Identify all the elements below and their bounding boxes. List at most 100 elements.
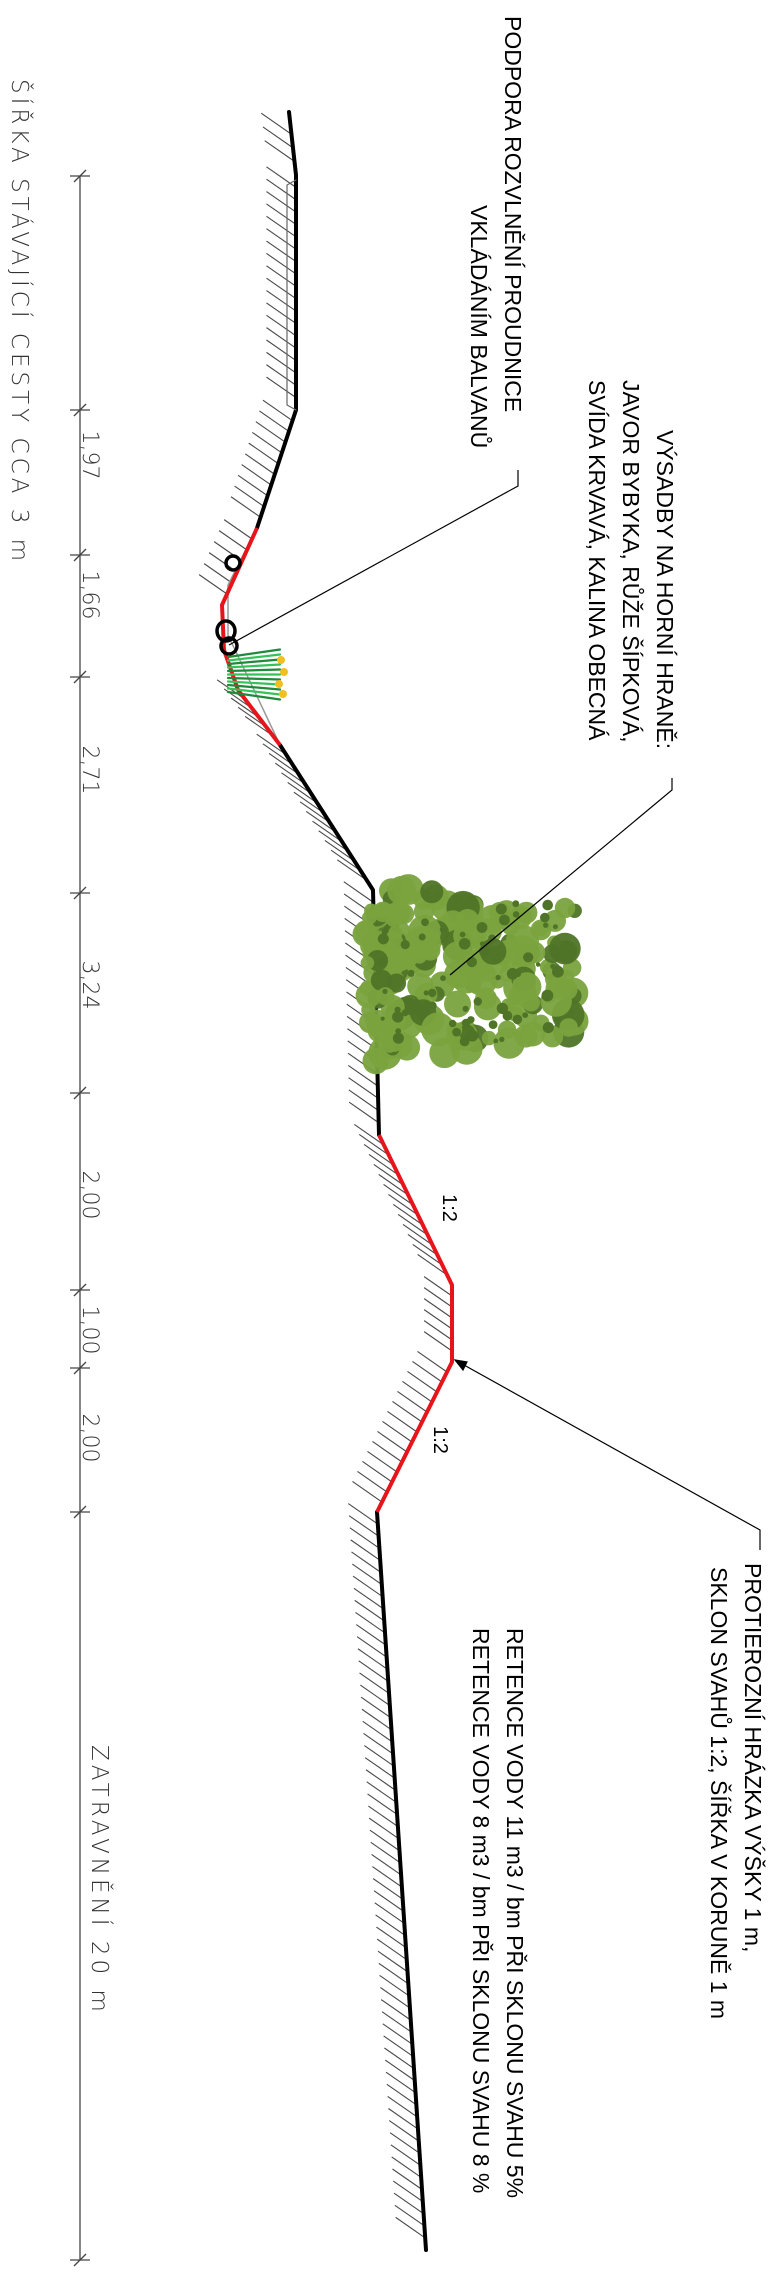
shrub-stem bbox=[226, 690, 282, 701]
canopy-shadow bbox=[552, 965, 564, 978]
shrub-stem bbox=[226, 687, 282, 696]
hatch-stroke bbox=[423, 1331, 453, 1352]
canopy-shadow bbox=[542, 1022, 554, 1034]
hatch-stroke bbox=[380, 1999, 412, 2021]
hatch-stroke bbox=[397, 1214, 428, 1236]
canopy-shadow bbox=[394, 1006, 401, 1013]
shrub-stem bbox=[226, 683, 282, 691]
canopy-leaf-cluster bbox=[388, 925, 403, 940]
hatch-stroke bbox=[387, 1411, 418, 1433]
hatch-stroke bbox=[382, 1421, 413, 1443]
hatch-stroke bbox=[384, 2047, 415, 2069]
canopy-shadow bbox=[488, 1020, 498, 1029]
canopy-leaf-cluster bbox=[421, 1012, 455, 1046]
hatch-stroke bbox=[348, 1101, 380, 1124]
canopy-shadow bbox=[466, 956, 477, 968]
hatch-stroke bbox=[374, 1902, 405, 1924]
hatch-stroke bbox=[358, 1134, 390, 1156]
hatch-stroke bbox=[287, 782, 318, 804]
hatch-stroke bbox=[299, 801, 330, 823]
hatch-stroke bbox=[379, 1974, 410, 1997]
shrub-stem bbox=[226, 668, 282, 673]
hatch-stroke bbox=[364, 1757, 395, 1779]
canopy-shadow bbox=[424, 1001, 429, 1007]
hatch-stroke bbox=[366, 1781, 397, 1803]
hatch-stroke bbox=[234, 485, 265, 507]
annotation-berm-line2: SKLON SVAHŮ 1:2, ŠÍŘKA V KORUNĚ 1 m bbox=[706, 1567, 734, 2019]
hatch-stroke bbox=[423, 1276, 453, 1297]
hatch-stroke bbox=[244, 453, 276, 475]
canopy-shadow bbox=[473, 997, 482, 1006]
annotation-retention-line1: RETENCE VODY 11 m3 / bm PŘI SKLONU SVAHU… bbox=[502, 1628, 528, 2198]
boulder-2 bbox=[215, 619, 237, 643]
dimension-value: 1,00 bbox=[77, 1306, 102, 1355]
shrub-flower bbox=[280, 668, 288, 676]
dimension-value: 2,00 bbox=[77, 1414, 102, 1463]
hatch-stroke bbox=[351, 1551, 382, 1573]
hatch-stroke bbox=[412, 1361, 443, 1383]
hatch-stroke bbox=[377, 1431, 408, 1453]
canopy-shadow bbox=[512, 1014, 523, 1025]
annotation-retention-line2: RETENCE VODY 8 m3 / bm PŘI SKLONU SVAHU … bbox=[468, 1628, 494, 2193]
canopy-shadow bbox=[392, 1032, 404, 1044]
hatch-stroke bbox=[381, 2011, 412, 2033]
hatch-stroke bbox=[274, 762, 306, 785]
canopy-leaf-cluster bbox=[420, 880, 444, 904]
canopy-shadow bbox=[395, 1028, 402, 1034]
hatch-stroke bbox=[392, 1401, 423, 1423]
hatch-stroke bbox=[395, 2216, 426, 2239]
canopy-leaf-cluster bbox=[383, 1040, 396, 1053]
hatch-stroke bbox=[348, 1077, 379, 1099]
hatch-stroke bbox=[387, 2095, 418, 2118]
hatch-stroke bbox=[370, 1841, 401, 1864]
canopy-shadow bbox=[466, 1029, 479, 1042]
hatch-stroke bbox=[384, 2059, 416, 2082]
annotation-deflector-line2: VKLÁDÁNÍM BALVANŮ bbox=[466, 205, 494, 448]
canopy-shadow bbox=[543, 922, 549, 928]
shrub-flower bbox=[277, 656, 285, 664]
dimension-value: 2,00 bbox=[77, 1171, 102, 1220]
terrain-path-bed bbox=[286, 179, 297, 411]
leader-berm-arrowhead bbox=[453, 1359, 468, 1372]
canopy-leaf-cluster bbox=[387, 900, 411, 925]
dimension-value: 1,66 bbox=[77, 571, 102, 620]
hatch-stroke bbox=[347, 1065, 379, 1087]
boulder-3 bbox=[219, 636, 239, 656]
hatch-stroke bbox=[363, 1732, 394, 1755]
dimension-tick-slash bbox=[73, 1086, 87, 1100]
hatch-stroke bbox=[264, 140, 295, 162]
canopy-shadow bbox=[401, 1009, 409, 1017]
hatch-stroke bbox=[417, 1254, 448, 1276]
hatch-stroke bbox=[355, 1612, 386, 1634]
hatch-stroke bbox=[388, 2120, 420, 2142]
hatch-stroke bbox=[262, 126, 293, 148]
canopy-shadow bbox=[452, 1027, 461, 1037]
hatch-stroke bbox=[392, 2168, 423, 2190]
annotation-planting-line1: VÝSADBY NA HORNÍ HRANĚ: bbox=[652, 430, 678, 749]
boulders bbox=[215, 554, 242, 656]
canopy-shadow bbox=[495, 903, 507, 915]
canopy-shadow bbox=[493, 1038, 499, 1044]
hatch-stroke bbox=[423, 1309, 453, 1330]
canopy-shadow bbox=[479, 945, 490, 957]
canopy-shadow bbox=[535, 962, 541, 967]
hatch-stroke bbox=[372, 1866, 403, 1888]
hatch-stroke bbox=[237, 474, 268, 497]
hatch-stroke bbox=[223, 519, 253, 540]
dimension-tick-slash bbox=[73, 1283, 87, 1297]
canopy-shadow bbox=[459, 931, 466, 938]
hatch-stroke bbox=[241, 464, 272, 486]
hatch-stroke bbox=[350, 1539, 381, 1561]
canopy-leaf-cluster bbox=[493, 1027, 525, 1059]
hatch-stroke bbox=[378, 1962, 409, 1985]
canopy-shadow bbox=[523, 952, 534, 963]
hatch-stroke bbox=[376, 1926, 407, 1948]
canopy-shadow bbox=[479, 941, 486, 947]
leader-berm bbox=[454, 1359, 761, 1550]
canopy-shadow bbox=[496, 1002, 509, 1015]
hatch-stroke bbox=[266, 252, 297, 275]
hatch-stroke bbox=[343, 881, 374, 903]
canopy-shadow bbox=[380, 1016, 385, 1021]
canopy-leaf-cluster bbox=[355, 982, 382, 1009]
canopy-shadow bbox=[540, 912, 550, 923]
